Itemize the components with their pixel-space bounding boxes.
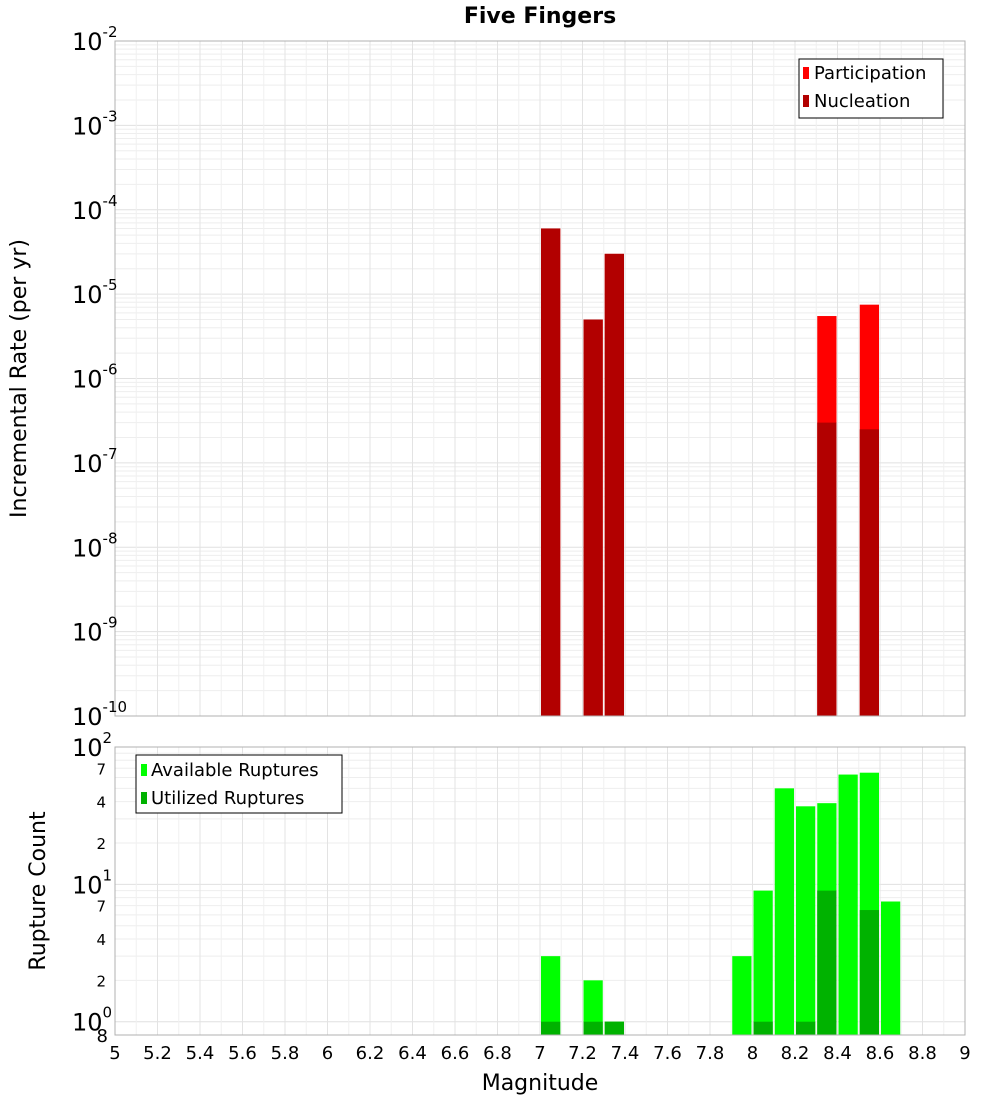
x-tick-label: 7.2 — [568, 1043, 597, 1064]
rate-legend-box — [798, 58, 944, 119]
rate-y-axis-label: Incremental Rate (per yr) — [7, 239, 32, 518]
x-tick-label: 7 — [534, 1043, 545, 1064]
bar-available-ruptures — [881, 901, 901, 1035]
x-tick-label: 9 — [959, 1043, 970, 1064]
count-panel: 100 101 102 8 2 4 7 2 4 7 5 5.2 5.4 5.6 5.8 6 6.2 6.4 6.6 6… — [26, 729, 971, 1096]
x-axis-label: Magnitude — [482, 1071, 599, 1096]
x-tick-label: 8.2 — [781, 1043, 810, 1064]
bar-nucleation — [541, 228, 561, 716]
bar-utilized-ruptures — [859, 910, 879, 1035]
x-tick-label: 8.6 — [866, 1043, 895, 1064]
x-tick-label: 6.6 — [441, 1043, 470, 1064]
x-tick-label: 5.8 — [271, 1043, 300, 1064]
chart-title: Five Fingers — [464, 4, 616, 29]
x-tick-label: 6.4 — [398, 1043, 427, 1064]
x-tick-label: 6.8 — [483, 1043, 512, 1064]
count-y-minor-tick-label: 2 — [96, 972, 106, 990]
x-tick-label: 5.2 — [143, 1043, 172, 1064]
rate-legend: Participation Nucleation — [798, 58, 944, 119]
bar-available-ruptures — [796, 806, 816, 1035]
bar-nucleation — [583, 319, 603, 716]
series-utilized-ruptures — [541, 890, 879, 1035]
x-tick-label: 7.8 — [696, 1043, 725, 1064]
x-tick-label: 8.4 — [823, 1043, 852, 1064]
bar-available-ruptures — [541, 956, 561, 1035]
rate-y-tick-label: 10-9 — [72, 614, 118, 647]
count-y-minor-tick-label: 2 — [96, 835, 106, 853]
legend-swatch-available-ruptures — [141, 764, 147, 776]
count-y-minor-tick-label: 7 — [96, 760, 106, 778]
x-tick-label: 8.8 — [908, 1043, 937, 1064]
bar-utilized-ruptures — [583, 1021, 603, 1035]
x-tick-label: 5.6 — [228, 1043, 257, 1064]
rate-y-tick-label: 10-3 — [72, 107, 118, 140]
x-tick-label: 7.6 — [653, 1043, 682, 1064]
x-tick-label: 5 — [109, 1043, 120, 1064]
bar-utilized-ruptures — [753, 1021, 773, 1035]
legend-swatch-utilized-ruptures — [141, 792, 147, 804]
rate-y-tick-label: 10-7 — [72, 445, 118, 478]
count-y-tick-label: 100 — [72, 1004, 112, 1037]
count-y-minor-tick-label: 8 — [97, 1026, 108, 1047]
count-y-minor-tick-label: 4 — [96, 931, 106, 949]
x-tick-label: 8 — [747, 1043, 758, 1064]
rate-y-tick-label: 10-5 — [72, 276, 118, 309]
bar-utilized-ruptures — [604, 1021, 624, 1035]
count-legend: Available Ruptures Utilized Ruptures — [135, 754, 343, 814]
count-y-minor-tick-label: 7 — [96, 898, 106, 916]
bar-available-ruptures — [838, 774, 858, 1035]
bar-available-ruptures — [774, 788, 794, 1035]
x-tick-label: 5.4 — [186, 1043, 215, 1064]
legend-label-available-ruptures: Available Ruptures — [151, 760, 319, 781]
bar-nucleation — [859, 429, 879, 716]
count-y-minor-tick-label: 4 — [96, 794, 106, 812]
count-y-tick-label: 101 — [72, 866, 112, 899]
rate-y-tick-label: 10-4 — [72, 192, 118, 225]
legend-swatch-nucleation — [803, 95, 809, 107]
count-y-axis-label: Rupture Count — [26, 811, 51, 971]
series-nucleation — [541, 228, 879, 716]
legend-label-utilized-ruptures: Utilized Ruptures — [151, 788, 304, 809]
count-plot-border — [114, 746, 966, 1036]
bar-nucleation — [604, 253, 624, 716]
bar-available-ruptures — [732, 956, 752, 1035]
rate-y-tick-label: 10-10 — [72, 698, 127, 731]
rate-y-tick-label: 10-8 — [72, 529, 118, 562]
bar-utilized-ruptures — [796, 1021, 816, 1035]
x-tick-label: 6.2 — [356, 1043, 385, 1064]
x-tick-label: 6 — [322, 1043, 333, 1064]
bar-nucleation — [817, 422, 837, 716]
legend-label-participation: Participation — [814, 63, 926, 84]
legend-swatch-participation — [803, 67, 809, 79]
rate-y-tick-label: 10-6 — [72, 361, 118, 394]
x-tick-label: 7.4 — [611, 1043, 640, 1064]
count-legend-box — [135, 754, 343, 814]
rate-panel: 10-10 10-9 10-8 10-7 10-6 10-5 10-4 10-3 10-2 Fiv… — [7, 4, 966, 731]
bar-available-ruptures — [753, 890, 773, 1035]
bar-utilized-ruptures — [817, 890, 837, 1035]
count-y-tick-label: 102 — [72, 729, 112, 762]
bar-utilized-ruptures — [541, 1021, 561, 1035]
bar-available-ruptures — [583, 980, 603, 1035]
rate-plot-border — [114, 40, 966, 717]
rate-y-tick-label: 10-2 — [72, 23, 118, 56]
legend-label-nucleation: Nucleation — [814, 91, 910, 112]
rate-grid — [114, 41, 966, 717]
